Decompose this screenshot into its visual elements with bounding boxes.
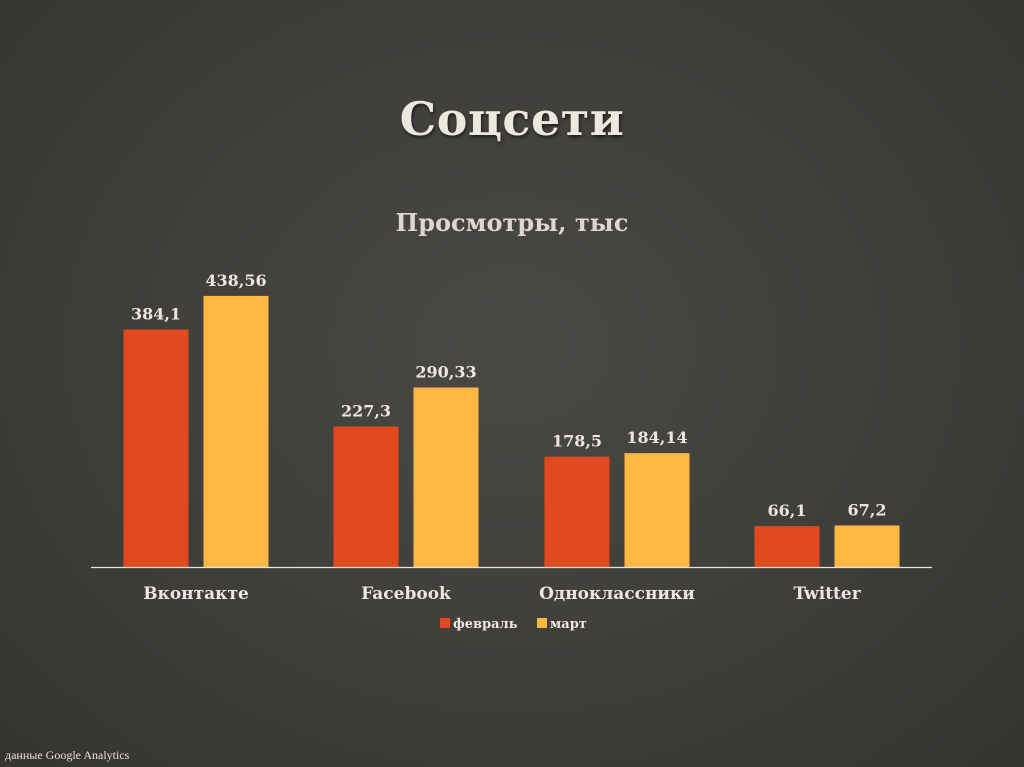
bar — [413, 387, 479, 567]
category-label: Twitter — [793, 584, 861, 604]
legend-label: март — [550, 617, 587, 632]
data-label: 184,14 — [626, 428, 687, 447]
data-label: 227,3 — [341, 401, 391, 420]
bar — [834, 525, 900, 567]
category-label: Одноклассники — [539, 584, 695, 604]
data-label: 67,2 — [848, 500, 887, 519]
category-label: Facebook — [361, 584, 452, 604]
bar — [624, 453, 690, 567]
chart-title: Просмотры, тыс — [395, 208, 629, 237]
bar — [333, 426, 399, 567]
data-label: 66,1 — [768, 501, 807, 520]
slide-title: Соцсети — [399, 92, 625, 146]
bar — [123, 329, 189, 567]
bar — [203, 295, 269, 567]
legend-swatch — [440, 618, 450, 628]
data-label: 384,1 — [131, 305, 181, 324]
footnote-prefix: данные — [5, 748, 43, 762]
footnote-source: Google Analytics — [45, 748, 130, 762]
legend-swatch — [537, 618, 547, 628]
source-footnote: данные Google Analytics — [5, 748, 129, 763]
data-label: 178,5 — [552, 432, 602, 451]
bar — [754, 526, 820, 567]
category-label: Вконтакте — [143, 584, 249, 604]
legend-label: февраль — [453, 617, 518, 632]
data-label: 438,56 — [205, 271, 266, 290]
bar — [544, 456, 610, 567]
data-label: 290,33 — [415, 363, 476, 382]
